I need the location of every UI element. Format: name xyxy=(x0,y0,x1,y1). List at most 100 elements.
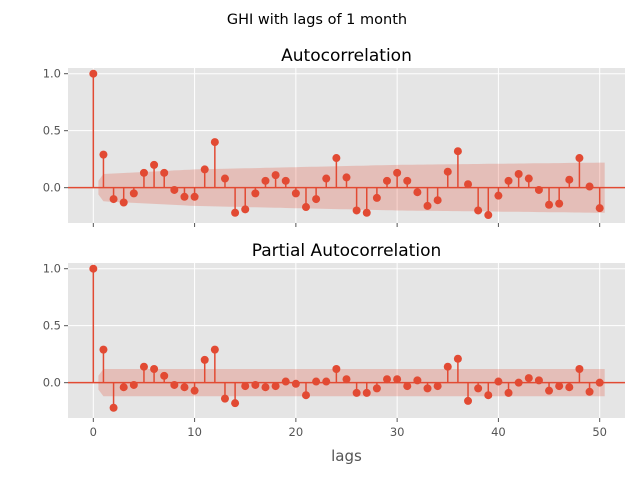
y-tick-label: 1.0 xyxy=(43,67,61,81)
stem-marker-lag-35 xyxy=(443,167,452,176)
stem-marker-lag-30 xyxy=(393,168,402,177)
x-tick-label: 20 xyxy=(289,425,304,439)
stem-marker-lag-31 xyxy=(403,382,412,391)
stem-marker-lag-4 xyxy=(129,189,138,198)
stem-marker-lag-38 xyxy=(474,384,483,393)
stem-marker-lag-16 xyxy=(251,189,260,198)
stem-marker-lag-7 xyxy=(160,371,169,380)
stem-marker-lag-39 xyxy=(484,211,493,220)
stem-marker-lag-21 xyxy=(301,391,310,400)
stem-marker-lag-48 xyxy=(575,154,584,163)
stem-marker-lag-33 xyxy=(423,384,432,393)
stem-marker-lag-48 xyxy=(575,364,584,373)
stem-marker-lag-22 xyxy=(312,195,321,204)
stem-marker-lag-34 xyxy=(433,382,442,391)
stem-marker-lag-35 xyxy=(443,362,452,371)
stem-marker-lag-5 xyxy=(139,168,148,177)
stem-marker-lag-6 xyxy=(150,364,159,373)
autocorrelation-panel: 0.0 0.5 1.0 Autocorrelation xyxy=(43,46,625,227)
stem-marker-lag-20 xyxy=(291,379,300,388)
stem-marker-lag-33 xyxy=(423,201,432,210)
stem-marker-lag-25 xyxy=(342,173,351,182)
axes-title: Autocorrelation xyxy=(281,46,412,66)
figure-suptitle: GHI with lags of 1 month xyxy=(227,12,407,28)
stem-marker-lag-29 xyxy=(383,375,392,384)
y-tick-label: 0.5 xyxy=(43,124,61,138)
stem-marker-lag-28 xyxy=(372,193,381,202)
stem-marker-lag-50 xyxy=(595,204,604,213)
stem-marker-lag-14 xyxy=(231,208,240,217)
stem-marker-lag-23 xyxy=(322,377,331,386)
stem-marker-lag-42 xyxy=(514,169,523,178)
y-tick-label: 0.5 xyxy=(43,319,61,333)
stem-marker-lag-34 xyxy=(433,196,442,205)
stem-marker-lag-22 xyxy=(312,377,321,386)
stem-marker-lag-18 xyxy=(271,382,280,391)
x-tick-label: 30 xyxy=(390,425,405,439)
stem-marker-lag-49 xyxy=(585,182,594,191)
plot-area xyxy=(68,263,625,418)
stem-marker-lag-4 xyxy=(129,380,138,389)
stem-marker-lag-24 xyxy=(332,364,341,373)
stem-marker-lag-47 xyxy=(565,175,574,184)
stem-marker-lag-0 xyxy=(89,69,98,78)
stem-marker-lag-11 xyxy=(200,165,209,174)
stem-marker-lag-9 xyxy=(180,192,189,201)
stem-marker-lag-32 xyxy=(413,376,422,385)
stem-marker-lag-15 xyxy=(241,205,250,214)
stem-marker-lag-19 xyxy=(281,377,290,386)
stem-marker-lag-7 xyxy=(160,168,169,177)
plot-area xyxy=(68,68,625,223)
stem-marker-lag-41 xyxy=(504,388,513,397)
stem-marker-lag-19 xyxy=(281,176,290,185)
stem-marker-lag-37 xyxy=(464,396,473,405)
stem-marker-lag-42 xyxy=(514,378,523,387)
stem-marker-lag-12 xyxy=(210,345,219,354)
stem-marker-lag-30 xyxy=(393,375,402,384)
x-axis-label: lags xyxy=(331,447,362,465)
stem-marker-lag-24 xyxy=(332,154,341,163)
stem-marker-lag-50 xyxy=(595,378,604,387)
stem-marker-lag-45 xyxy=(545,386,554,395)
stem-marker-lag-1 xyxy=(99,345,108,354)
stem-marker-lag-26 xyxy=(352,388,361,397)
partial-autocorrelation-panel: 0.0 0.5 1.0 0 10 20 30 40 50 Partial Autocorrelat… xyxy=(43,241,625,465)
stem-marker-lag-10 xyxy=(190,386,199,395)
stem-marker-lag-8 xyxy=(170,380,179,389)
stem-marker-lag-0 xyxy=(89,264,98,273)
stem-marker-lag-11 xyxy=(200,355,209,364)
stem-marker-lag-26 xyxy=(352,206,361,215)
stem-marker-lag-25 xyxy=(342,375,351,384)
stem-marker-lag-2 xyxy=(109,195,118,204)
stem-marker-lag-39 xyxy=(484,391,493,400)
stem-marker-lag-44 xyxy=(534,376,543,385)
stem-marker-lag-40 xyxy=(494,191,503,200)
stem-marker-lag-9 xyxy=(180,383,189,392)
stem-marker-lag-28 xyxy=(372,384,381,393)
stem-marker-lag-1 xyxy=(99,150,108,159)
stem-marker-lag-43 xyxy=(524,174,533,183)
stem-marker-lag-29 xyxy=(383,176,392,185)
stem-marker-lag-49 xyxy=(585,387,594,396)
stem-marker-lag-44 xyxy=(534,185,543,194)
stem-marker-lag-27 xyxy=(362,388,371,397)
x-tick-label: 0 xyxy=(90,425,97,439)
stem-marker-lag-3 xyxy=(119,198,128,207)
stem-marker-lag-12 xyxy=(210,138,219,147)
stem-marker-lag-2 xyxy=(109,403,118,412)
stem-marker-lag-6 xyxy=(150,160,159,169)
stem-marker-lag-5 xyxy=(139,362,148,371)
stem-marker-lag-15 xyxy=(241,382,250,391)
stem-marker-lag-31 xyxy=(403,176,412,185)
stem-marker-lag-18 xyxy=(271,171,280,180)
stem-marker-lag-38 xyxy=(474,206,483,215)
stem-marker-lag-27 xyxy=(362,208,371,217)
stem-marker-lag-3 xyxy=(119,383,128,392)
stem-marker-lag-36 xyxy=(453,354,462,363)
y-tick-label: 0.0 xyxy=(43,181,61,195)
stem-marker-lag-40 xyxy=(494,377,503,386)
axes-title: Partial Autocorrelation xyxy=(252,241,442,261)
stem-marker-lag-23 xyxy=(322,174,331,183)
